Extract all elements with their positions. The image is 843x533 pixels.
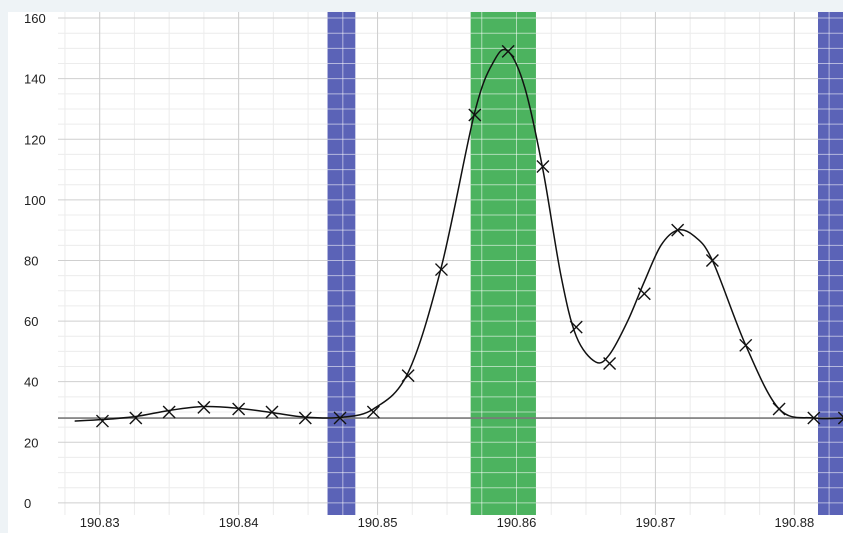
marker-stroke xyxy=(536,160,550,174)
marker-stroke xyxy=(265,405,279,419)
data-point-markers xyxy=(95,44,843,428)
marker-stroke xyxy=(772,402,786,416)
data-point-3 xyxy=(162,405,176,419)
data-point-7 xyxy=(298,411,312,425)
x-tick-label: 190.85 xyxy=(358,515,398,530)
highlight-band-2 xyxy=(470,12,536,515)
y-tick-label: 40 xyxy=(24,375,38,390)
marker-stroke xyxy=(95,414,109,428)
y-tick-label: 160 xyxy=(24,11,46,26)
marker-stroke xyxy=(232,402,246,416)
marker-stroke xyxy=(298,411,312,425)
marker-stroke xyxy=(705,253,719,267)
y-tick-label: 100 xyxy=(24,193,46,208)
y-tick-label: 80 xyxy=(24,253,38,268)
data-point-16 xyxy=(603,356,617,370)
x-tick-label: 190.87 xyxy=(636,515,676,530)
data-point-21 xyxy=(772,402,786,416)
data-point-11 xyxy=(434,263,448,277)
marker-stroke xyxy=(366,405,380,419)
marker-stroke xyxy=(637,287,651,301)
data-point-23 xyxy=(837,411,843,425)
data-point-4 xyxy=(197,400,211,414)
y-tick-label: 20 xyxy=(24,435,38,450)
x-tick-label: 190.88 xyxy=(774,515,814,530)
data-point-12 xyxy=(468,108,482,122)
data-point-19 xyxy=(705,253,719,267)
y-tick-label: 120 xyxy=(24,132,46,147)
data-point-14 xyxy=(536,160,550,174)
data-point-15 xyxy=(569,320,583,334)
data-point-5 xyxy=(232,402,246,416)
marker-stroke xyxy=(333,411,347,425)
marker-stroke xyxy=(807,411,821,425)
marker-stroke xyxy=(162,405,176,419)
y-tick-label: 60 xyxy=(24,314,38,329)
marker-stroke xyxy=(501,44,515,58)
x-axis-tick-labels: 190.83 190.84 190.85 190.86 190.87 190.88 xyxy=(80,515,814,530)
y-tick-label: 140 xyxy=(24,72,46,87)
x-tick-label: 190.83 xyxy=(80,515,120,530)
marker-stroke xyxy=(671,223,685,237)
highlight-band-3 xyxy=(817,12,843,515)
data-point-17 xyxy=(637,287,651,301)
data-point-22 xyxy=(807,411,821,425)
data-point-6 xyxy=(265,405,279,419)
plot-background xyxy=(8,12,843,533)
marker-stroke xyxy=(468,108,482,122)
marker-stroke xyxy=(401,369,415,383)
fitted-curve xyxy=(74,48,843,422)
highlight-band-1 xyxy=(327,12,356,515)
y-axis-tick-labels: 0 20 40 60 80 100 120 140 160 xyxy=(24,11,46,511)
x-tick-label: 190.86 xyxy=(497,515,537,530)
marker-stroke xyxy=(569,320,583,334)
data-point-13 xyxy=(501,44,515,58)
data-point-8 xyxy=(333,411,347,425)
marker-stroke xyxy=(739,338,753,352)
x-tick-label: 190.84 xyxy=(219,515,259,530)
data-point-1 xyxy=(95,414,109,428)
data-point-9 xyxy=(366,405,380,419)
window-frame-top xyxy=(0,0,843,12)
y-tick-label: 0 xyxy=(24,496,31,511)
fitted-curve-layer xyxy=(74,48,843,422)
data-point-18 xyxy=(671,223,685,237)
highlight-bands xyxy=(327,12,843,515)
marker-stroke xyxy=(434,263,448,277)
data-point-2 xyxy=(129,411,143,425)
marker-stroke xyxy=(129,411,143,425)
window-frame-left xyxy=(0,0,8,533)
marker-stroke xyxy=(837,411,843,418)
marker-stroke xyxy=(603,356,617,370)
data-point-20 xyxy=(739,338,753,352)
marker-stroke xyxy=(837,418,843,425)
marker-stroke xyxy=(197,400,211,414)
data-point-10 xyxy=(401,369,415,383)
